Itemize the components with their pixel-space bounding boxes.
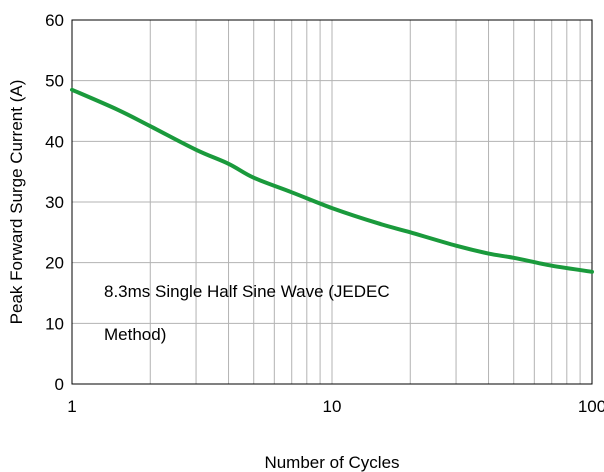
y-tick-label: 40 <box>45 132 64 151</box>
x-tick-label: 10 <box>323 397 342 416</box>
y-tick-label: 10 <box>45 314 64 333</box>
series-layer <box>70 87 594 274</box>
x-tick-label: 1 <box>67 397 76 416</box>
y-axis-label: Peak Forward Surge Current (A) <box>7 80 26 325</box>
series-line <box>70 87 594 274</box>
y-tick-label: 20 <box>45 254 64 273</box>
y-tick-label: 30 <box>45 193 64 212</box>
y-tick-label: 50 <box>45 72 64 91</box>
chart-annotation: 8.3ms Single Half Sine Wave (JEDEC Method… <box>104 282 390 344</box>
x-axis-ticks: 1 10 100 <box>67 397 604 416</box>
y-tick-label: 60 <box>45 11 64 30</box>
annotation-line: 8.3ms Single Half Sine Wave (JEDEC <box>104 282 390 301</box>
y-tick-label: 0 <box>55 375 64 394</box>
annotation-line: Method) <box>104 325 166 344</box>
plot-frame <box>71 19 593 385</box>
y-axis-ticks: 0 10 20 30 40 50 60 <box>45 11 64 394</box>
chart-grid <box>72 20 592 384</box>
x-axis-label: Number of Cycles <box>264 453 399 472</box>
x-tick-label: 100 <box>578 397 604 416</box>
